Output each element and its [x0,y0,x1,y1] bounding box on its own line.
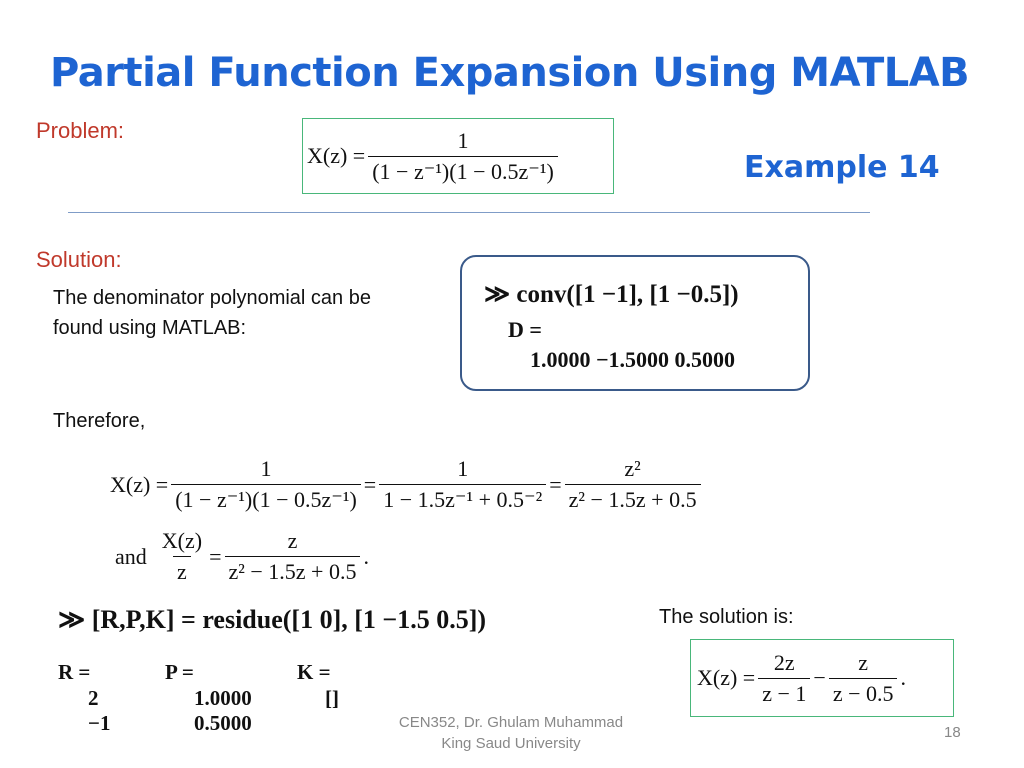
eq2-lhs-num: X(z) [161,528,203,553]
eq2-lhs-den: z [173,556,191,585]
eq1-fraction-3: z² z² − 1.5z + 0.5 [564,456,701,513]
problem-label: Problem: [36,118,125,143]
matlab-conv-command: ≫ conv([1 −1], [1 −0.5]) [484,281,739,308]
solution-text-line1: The denominator polynomial can be [53,287,371,309]
matlab-result-values: 1.0000 −1.5000 0.5000 [530,347,736,372]
footer-line1: CEN352, Dr. Ghulam Muhammad [398,714,624,731]
solution-label: Solution: [36,247,122,272]
eq1-f3-den: z² − 1.5z + 0.5 [564,484,701,513]
solution-is-text: The solution is: [659,606,794,628]
page-number: 18 [944,724,961,741]
therefore-text: Therefore, [53,410,146,432]
slide-title: Partial Function Expansion Using MATLAB [50,50,970,96]
solution-text-line2: found using MATLAB: [53,317,247,339]
eq2-lhs-fraction: X(z) z [158,528,206,585]
final-lhs: X(z) = [697,665,756,690]
footer: CEN352, Dr. Ghulam Muhammad King Saud Un… [380,712,642,754]
eq1-f2-den: 1 − 1.5z⁻¹ + 0.5⁻² [379,484,547,513]
eq2-rhs-fraction: z z² − 1.5z + 0.5 [224,528,361,585]
solution-text: The denominator polynomial can be found … [53,283,371,343]
final-period: . [900,665,906,690]
eq2-rhs-num: z [287,528,298,553]
residue-p-value-2: 0.5000 [194,711,252,735]
residue-p-value-1: 1.0000 [194,686,252,710]
eq1-f1-num: 1 [260,456,272,481]
eq1-f2-num: 1 [457,456,469,481]
eq1-f1-den: (1 − z⁻¹)(1 − 0.5z⁻¹) [171,484,361,513]
eq2-rhs-den: z² − 1.5z + 0.5 [224,556,361,585]
final-f2-num: z [858,649,869,675]
eq1-lhs: X(z) = [110,471,169,497]
eq1-fraction-2: 1 1 − 1.5z⁻¹ + 0.5⁻² [379,456,547,513]
final-f1-den: z − 1 [758,677,811,707]
final-minus: − [813,665,826,690]
residue-k-value: [] [325,686,339,710]
eq2-equals: = [209,543,222,569]
eq1-f3-num: z² [624,456,641,481]
residue-p-label: P = [165,660,194,684]
example-label: Example 14 [744,150,940,185]
problem-fraction: 1 (1 − z⁻¹)(1 − 0.5z⁻¹) [368,128,558,185]
matlab-conv-box: ≫ conv([1 −1], [1 −0.5]) D = 1.0000 −1.5… [460,255,810,391]
expansion-equation: X(z) = 1 (1 − z⁻¹)(1 − 0.5z⁻¹) = 1 1 − 1.5… [110,456,704,513]
final-fraction-1: 2z z − 1 [758,649,811,707]
matlab-result-label: D = [508,317,542,342]
residue-r-label: R = [58,660,91,684]
final-f2-den: z − 0.5 [828,677,898,707]
problem-denominator: (1 − z⁻¹)(1 − 0.5z⁻¹) [368,155,558,185]
eq2-period: . [363,543,369,569]
problem-lhs: X(z) = [307,143,366,168]
problem-numerator: 1 [457,127,469,153]
footer-line2: King Saud University [441,735,581,752]
residue-r-value-2: −1 [88,711,111,735]
residue-r-value-1: 2 [88,686,99,710]
problem-equation: X(z) = 1 (1 − z⁻¹)(1 − 0.5z⁻¹) [302,118,614,194]
eq1-equals-2: = [363,471,377,497]
divider [68,212,870,213]
residue-command: ≫ [R,P,K] = residue([1 0], [1 −1.5 0.5]) [58,605,487,634]
residue-k-label: K = [297,660,331,684]
final-f1-num: 2z [773,649,795,675]
eq2-and: and [115,543,147,569]
eq1-equals-3: = [549,471,562,497]
xz-over-z-equation: and X(z) z = z z² − 1.5z + 0.5 . [115,528,369,585]
eq1-fraction-1: 1 (1 − z⁻¹)(1 − 0.5z⁻¹) [171,456,361,513]
